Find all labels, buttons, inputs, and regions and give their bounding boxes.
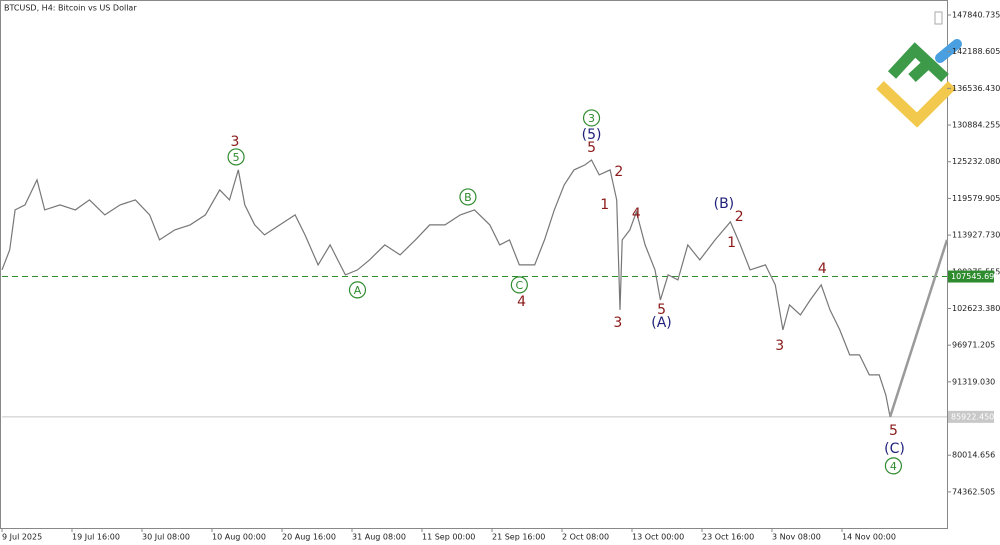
plot-frame <box>0 0 948 529</box>
y-tick-label: 142188.605 <box>952 47 1000 56</box>
x-tick-label: 19 Jul 16:00 <box>72 533 120 542</box>
chart-title: BTCUSD, H4: Bitcoin vs US Dollar <box>4 4 137 13</box>
wave-label: B <box>464 191 472 204</box>
y-tick-label: 119579.905 <box>952 194 1000 203</box>
wave-label: 4 <box>517 294 526 310</box>
logo <box>876 11 962 128</box>
wave-label: (5) <box>582 127 602 143</box>
x-tick-label: 31 Aug 08:00 <box>352 533 406 542</box>
x-tick-label: 13 Oct 00:00 <box>632 533 684 542</box>
wave-circle <box>227 148 245 166</box>
wave-label: (C) <box>884 441 905 457</box>
wave-label: 1 <box>727 235 736 251</box>
y-tick-label: 91319.030 <box>952 377 995 386</box>
x-tick-label: 30 Jul 08:00 <box>142 533 190 542</box>
forecast-line <box>888 239 949 418</box>
wave-label: 3 <box>775 338 784 354</box>
price-label: 107545.694 <box>951 272 999 281</box>
x-tick-label: 3 Nov 08:00 <box>772 533 821 542</box>
wave-label: 3 <box>588 112 595 125</box>
y-tick-label: 102623.380 <box>952 304 1000 313</box>
wave-label: (B) <box>714 196 735 212</box>
price-label-bg <box>948 410 994 423</box>
y-tick-label: 96971.205 <box>952 341 995 350</box>
price-line-series <box>1 159 891 418</box>
wave-label: 5 <box>587 140 596 156</box>
wave-circle <box>510 276 528 294</box>
logo-blue <box>935 39 962 63</box>
logo-yellow <box>876 81 956 128</box>
wave-label: 5 <box>657 302 666 318</box>
wave-label: 1 <box>600 197 609 213</box>
price-label: 85922.450 <box>951 412 994 421</box>
x-tick-label: 23 Oct 16:00 <box>702 533 754 542</box>
y-tick-label: 136536.430 <box>952 84 1000 93</box>
x-tick-label: 11 Sep 00:00 <box>422 533 475 542</box>
wave-label: A <box>354 284 362 297</box>
logo-green <box>887 42 949 83</box>
y-tick-label: 147840.735 <box>952 10 1000 19</box>
wave-label: (A) <box>651 315 672 331</box>
wave-label: 4 <box>890 460 897 473</box>
wave-label: 2 <box>614 164 623 180</box>
x-tick-label: 14 Nov 00:00 <box>842 533 896 542</box>
price-label-bg <box>948 270 994 283</box>
wave-label: 5 <box>889 423 898 439</box>
wave-label: 4 <box>818 261 827 277</box>
wave-label: 3 <box>231 134 240 150</box>
wave-label: 2 <box>735 209 744 225</box>
x-tick-label: 10 Aug 00:00 <box>212 533 266 542</box>
scroll-icon[interactable] <box>934 11 943 25</box>
x-tick-label: 9 Jul 2025 <box>2 533 42 542</box>
wave-circle <box>884 457 903 475</box>
y-tick-label: 130884.255 <box>952 121 1000 130</box>
y-tick-label: 80014.656 <box>952 451 995 460</box>
y-tick-label: 113927.730 <box>952 231 1000 240</box>
wave-label: 5 <box>233 151 240 164</box>
wave-label: 3 <box>613 315 622 331</box>
wave-circle <box>348 281 367 299</box>
y-tick-label: 74362.505 <box>952 487 995 496</box>
x-tick-label: 20 Aug 16:00 <box>282 533 336 542</box>
wave-label: C <box>516 279 524 292</box>
x-tick-label: 2 Oct 08:00 <box>562 533 609 542</box>
wave-circle <box>459 188 477 206</box>
wave-label: 4 <box>632 206 641 222</box>
x-tick-label: 21 Sep 16:00 <box>492 533 545 542</box>
wave-circle <box>582 109 601 127</box>
y-tick-label: 125232.080 <box>952 157 1000 166</box>
